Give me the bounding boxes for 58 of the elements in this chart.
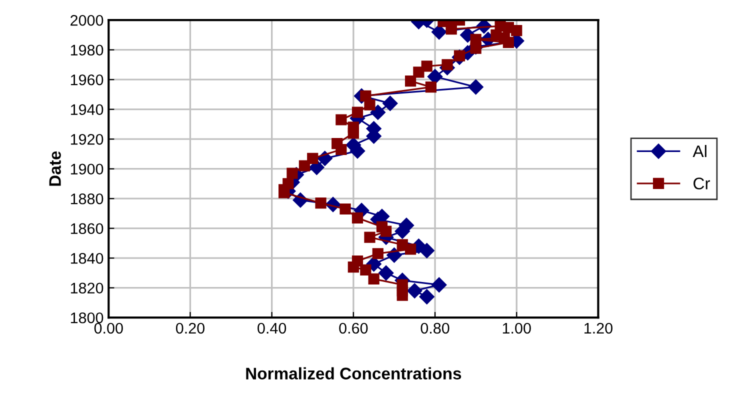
y-tick-label: 2000 [70,14,104,26]
point [396,290,408,301]
x-axis-title: Normalized Concentrations [246,367,462,380]
point [468,79,484,95]
y-tick-label: 1860 [70,223,104,234]
point [364,99,376,110]
point [340,203,351,215]
x-tick-label: 0.60 [339,322,368,334]
y-tick-label: 1820 [70,282,104,294]
x-tick-label: 1.20 [584,322,612,334]
point [427,69,443,84]
x-tick-label: 0.40 [258,322,286,334]
y-tick-label: 1880 [70,193,104,204]
point [382,96,398,111]
point [378,265,394,281]
point [407,283,422,298]
y-tick-label: 1940 [70,104,104,116]
y-tick-label: 1800 [70,312,104,324]
point [336,114,347,126]
point [370,104,386,120]
x-tick-label: 0.00 [94,322,123,334]
point [404,244,416,255]
point [432,24,447,40]
x-tick-label: 0.80 [420,322,450,334]
y-tick-label: 1960 [70,74,104,86]
point [315,197,326,209]
y-tick-label: 1840 [70,252,104,264]
point [348,261,359,273]
y-tick-label: 1920 [70,134,104,145]
x-tick-label: 0.20 [176,322,204,334]
point [372,248,384,260]
point [307,152,318,164]
x-tick-label: 1.00 [502,322,531,334]
point [352,212,364,224]
point [360,264,372,276]
point [286,168,298,179]
y-tick-label: 1980 [70,44,104,56]
point [470,42,482,54]
point [425,81,436,93]
point [404,76,416,87]
point [380,226,392,237]
point [364,232,376,243]
point [432,277,447,292]
legend-label: Cr [694,178,710,190]
point [419,289,434,304]
point [352,106,364,118]
point [511,24,522,36]
point [348,128,359,139]
y-axis-title: Date [49,151,61,186]
point [298,160,310,172]
y-tick-label: 1900 [70,164,104,175]
point [368,273,380,284]
point [442,59,453,70]
point [336,144,347,156]
point [419,243,434,258]
point [413,66,424,78]
point [502,36,514,48]
legend-label: Al [692,144,706,158]
